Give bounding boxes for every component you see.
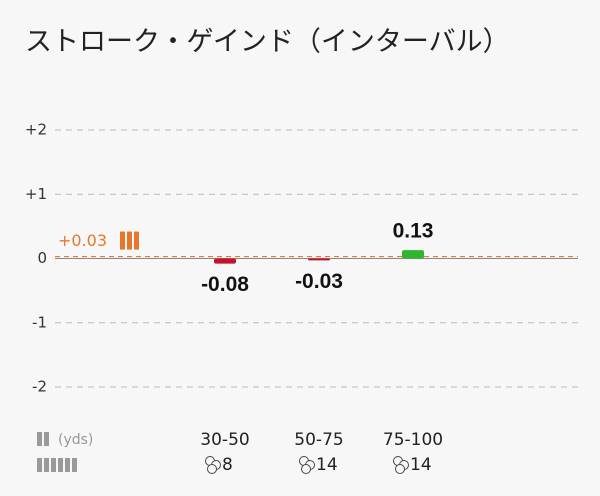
- x-tick-label: 50-75: [294, 430, 343, 450]
- reference-label: +0.03: [58, 231, 107, 250]
- bar: [308, 258, 330, 261]
- chart-title: ストローク・ゲインド（インターバル）: [25, 27, 510, 58]
- bar: [214, 258, 236, 264]
- value-label: 0.13: [393, 220, 434, 243]
- ball: [395, 464, 405, 474]
- count-label: 14: [410, 455, 432, 475]
- unit-icon: [37, 432, 77, 472]
- reference-icon: [134, 231, 139, 250]
- x-axis-label: (yds): [58, 432, 93, 448]
- y-tick-label: -2: [32, 378, 47, 396]
- x-tick-label: 30-50: [200, 430, 249, 450]
- count-label: 14: [316, 455, 338, 475]
- bar: [402, 250, 424, 259]
- y-tick-label: +2: [25, 121, 47, 139]
- count-label: 8: [222, 455, 233, 475]
- y-tick-label: -1: [32, 313, 47, 331]
- value-label: -0.03: [295, 270, 343, 293]
- count-icon: [299, 456, 315, 474]
- count-icon: [205, 456, 221, 474]
- x-tick-label: 75-100: [383, 430, 443, 450]
- value-label: -0.08: [201, 273, 249, 296]
- ball: [301, 464, 311, 474]
- count-icon: [393, 456, 409, 474]
- y-tick-label: 0: [37, 249, 47, 267]
- y-tick-label: +1: [25, 185, 47, 203]
- reference-icon: [127, 231, 132, 250]
- reference-icon: [120, 231, 125, 250]
- ball: [207, 464, 217, 474]
